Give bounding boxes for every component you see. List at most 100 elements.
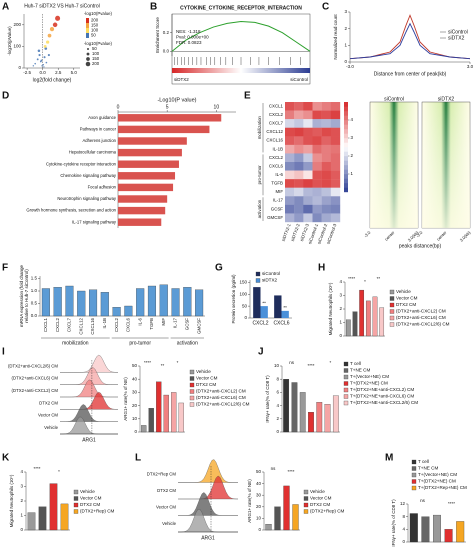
category-label: Adherens junction [82,138,116,143]
enrichment-line [171,20,311,52]
legend-label: (DTX2+anti-CXCL6) CM [396,315,446,320]
y-tick-label: 150 [239,280,247,285]
heatmap-cell [312,179,322,188]
bar [118,137,187,145]
legend-swatch [255,271,261,277]
legend-label: siDTX2 [448,35,465,41]
bar [147,285,157,317]
heatmap-cell [294,102,304,111]
bar [38,506,47,531]
ridge-label: (DTX2+anti-CXCL2) CM [12,388,59,393]
bar [118,195,168,203]
row-label: CXCL2 [269,155,284,160]
significance: **** [307,363,314,368]
legend-label: DTX2 CM [310,502,330,507]
category-label: Neurotrophin signaling pathway [57,196,117,201]
heatmap-cell [312,196,322,206]
y-axis-label: -log10(pValue) [7,26,12,56]
heatmap-cell [303,213,313,223]
significance: * [364,279,366,284]
y-tick-label: 1 [344,43,347,48]
y-tick-label: 50 [132,363,138,368]
significance: ns [271,466,277,471]
ridge-label: Vector CM [38,413,58,418]
y-tick-label: 10 [256,516,262,521]
bar [372,296,378,337]
heatmap-cell [294,204,304,214]
panel-label: J [258,347,264,358]
y-tick-label: 1.0 [31,288,38,293]
colorbar-slice [344,138,348,143]
significance: **** [33,466,40,471]
heatmap-cell [285,204,295,214]
legend-swatch [189,369,195,375]
colorbar-slice [344,178,348,184]
y-tick-label: 10 [274,363,280,368]
legend-label: T+(DTX2+NE) CM [350,381,388,386]
heatmap-cell [303,136,313,146]
y-tick-label: 0 [276,429,279,434]
bar [118,148,182,157]
colorbar-slice [344,165,348,170]
bar [274,506,281,531]
y-tick-label: 0 [344,59,347,64]
legend-label: Vector CM [196,376,218,381]
y-axis-label: IFNγ+ rate(% of CD8 T) [265,375,270,423]
heatmap-cell [303,170,313,180]
x-tick-label: CXCL16 [90,317,95,334]
series-line [349,22,471,60]
legend-swatch [389,302,395,308]
y-tick-label: 0 [20,527,23,532]
y-axis-label: IFNγ+ rate(% of CD8 T) [391,499,396,547]
legend-swatch [73,496,79,501]
heatmap-cell [285,127,295,137]
bar [136,288,145,317]
heatmap-cell [321,187,332,197]
heatmap-cell [321,162,332,171]
significance: ** [262,300,266,305]
significance: * [329,360,331,365]
heatmap-cell [330,179,341,188]
heatmap-cell [330,213,341,223]
peak-heatmap-fade [370,102,418,228]
rank-strip [172,68,310,73]
heatmap-cell [285,179,295,188]
category-label: Hepatocellular carcinoma [69,150,117,155]
x-tick-label: 3.0(kb) [459,230,472,243]
ridge-label: DTX2 CM [39,400,58,405]
bar [88,289,98,317]
ridge-label: (DTX2+anti-CXCL2/6) CM [8,363,58,368]
heatmap-cell [303,110,313,120]
size-key-label: 150 [92,56,100,61]
heatmap-cell [321,144,332,154]
color-key-label: 200 [91,18,99,23]
heatmap-cell [321,102,332,111]
heatmap-cell [321,170,332,180]
panel-label: G [215,263,223,274]
significance: **** [144,360,151,365]
colorbar-slice [344,169,348,175]
panel-label: D [2,91,9,102]
row-label: CXCL16 [266,138,283,143]
legend-label: (DTX2+anti-CXCL6) CM [196,395,246,400]
heatmap-cell [321,196,332,206]
legend-swatch [343,368,349,373]
row-label: IL-1B [273,146,284,151]
bar [352,311,358,337]
x-tick-label: center [384,230,396,242]
x-tick-label: 0.0 [40,70,47,75]
row-label: CXCL7 [269,121,284,126]
x-tick-label: -3.0 [415,229,424,238]
y-tick-label: 0 [339,333,342,338]
heatmap-cell [312,102,322,111]
legend-swatch [389,289,395,295]
heatmap-cell [330,170,341,180]
significance: ns [289,360,295,365]
color-key [86,18,89,23]
panel-label: K [2,453,10,464]
heatmap-cell [330,196,341,206]
legend-swatch [389,322,395,327]
heatmap-cell [303,204,313,214]
row-label: GMCSF [267,215,283,220]
